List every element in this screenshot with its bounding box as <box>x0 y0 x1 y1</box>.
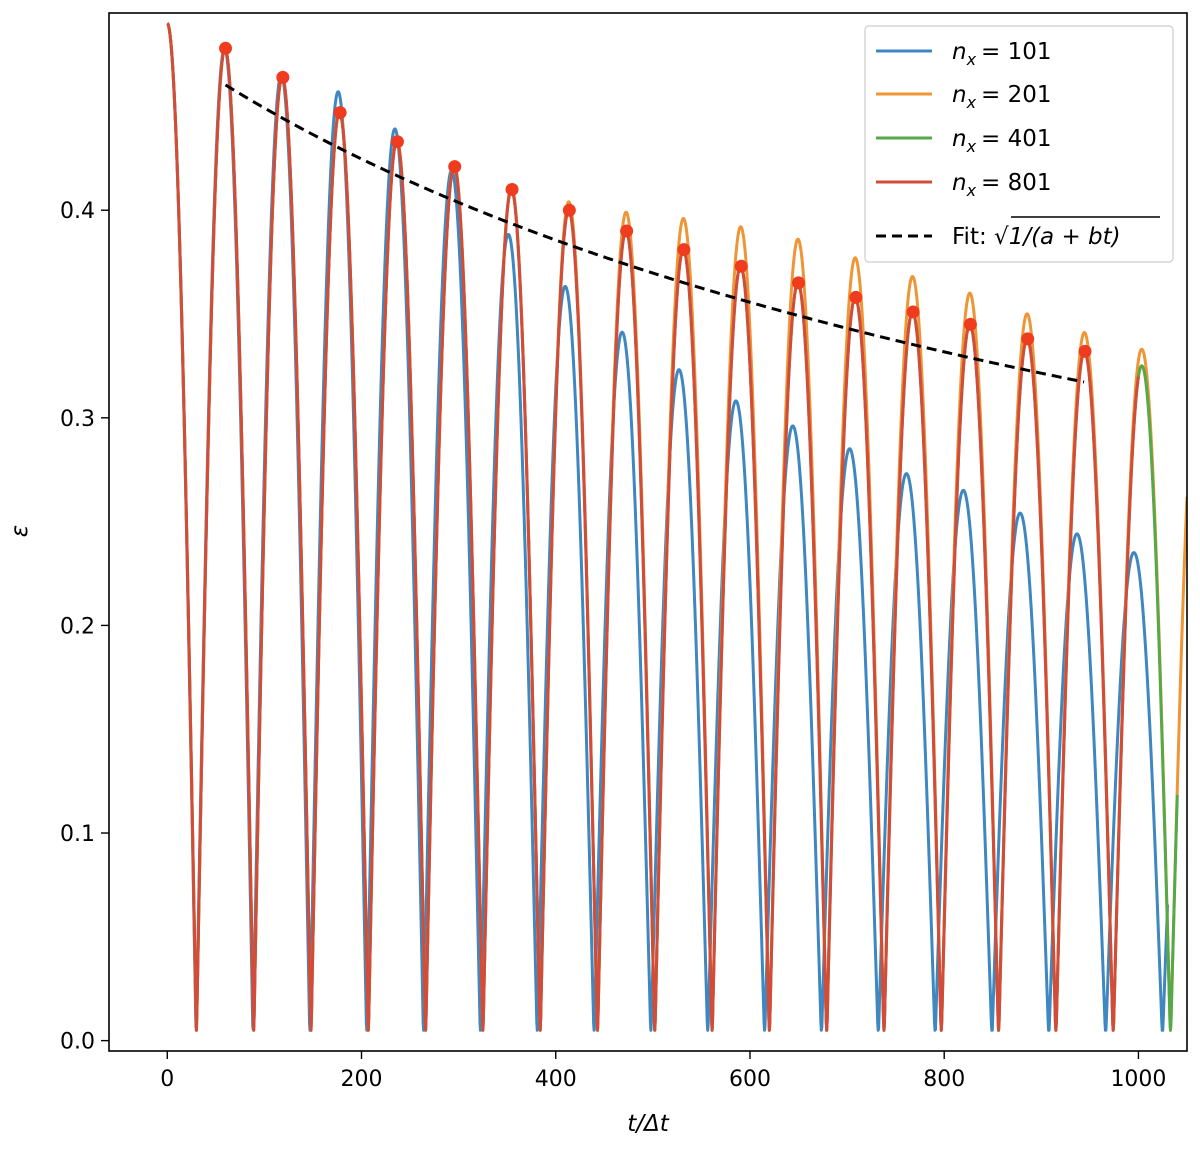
peak-marker <box>333 106 347 120</box>
peak-marker <box>505 182 519 196</box>
legend-label-fit: Fit: √1/(a + bt) <box>952 224 1121 250</box>
peak-marker <box>219 41 233 55</box>
y-tick-label: 0.2 <box>60 614 95 639</box>
x-tick-label: 200 <box>341 1067 383 1092</box>
peak-marker <box>448 160 462 174</box>
legend-label-nx-101: nx = 101 <box>952 39 1052 69</box>
y-tick-label: 0.4 <box>60 199 95 224</box>
peak-marker <box>677 243 691 257</box>
y-axis: 0.0 0.1 0.2 0.3 0.4 <box>60 199 109 1055</box>
legend: nx = 101 nx = 201 nx = 401 nx = 801 Fit: √1/… <box>864 25 1174 263</box>
legend-label-nx-201: nx = 201 <box>952 82 1052 112</box>
peak-marker <box>906 305 920 319</box>
x-tick-label: 800 <box>923 1067 965 1092</box>
peak-marker <box>276 70 290 84</box>
legend-label-nx-401: nx = 401 <box>952 126 1052 156</box>
y-tick-label: 0.1 <box>60 822 95 847</box>
y-tick-label: 0.3 <box>60 407 95 432</box>
peak-marker <box>620 224 634 238</box>
series-line-n-x-801 <box>166 22 1140 1032</box>
x-axis-label: t/Δt <box>627 1111 670 1137</box>
peak-marker <box>963 317 977 331</box>
legend-label-nx-801: nx = 801 <box>952 170 1052 200</box>
sqrt-symbol: √ <box>994 224 1009 250</box>
x-tick-label: 600 <box>729 1067 771 1092</box>
y-axis-label: ε <box>7 525 33 537</box>
legend-box <box>864 25 1174 263</box>
x-tick-label: 1000 <box>1110 1067 1166 1092</box>
x-tick-label: 400 <box>535 1067 577 1092</box>
peak-marker <box>849 290 863 304</box>
peak-marker <box>390 135 404 149</box>
peak-marker <box>1078 344 1092 358</box>
x-axis: 0 200 400 600 800 1000 <box>160 1051 1166 1092</box>
x-tick-label: 0 <box>160 1067 174 1092</box>
marker-layer <box>219 41 1092 358</box>
fit-layer <box>224 83 1085 384</box>
peak-marker <box>734 259 748 273</box>
y-tick-label: 0.0 <box>60 1030 95 1055</box>
peak-marker <box>562 203 576 217</box>
fit-line <box>224 83 1085 384</box>
peak-marker <box>1021 332 1035 346</box>
plot-frame <box>108 12 1188 1052</box>
peak-marker <box>792 276 806 290</box>
